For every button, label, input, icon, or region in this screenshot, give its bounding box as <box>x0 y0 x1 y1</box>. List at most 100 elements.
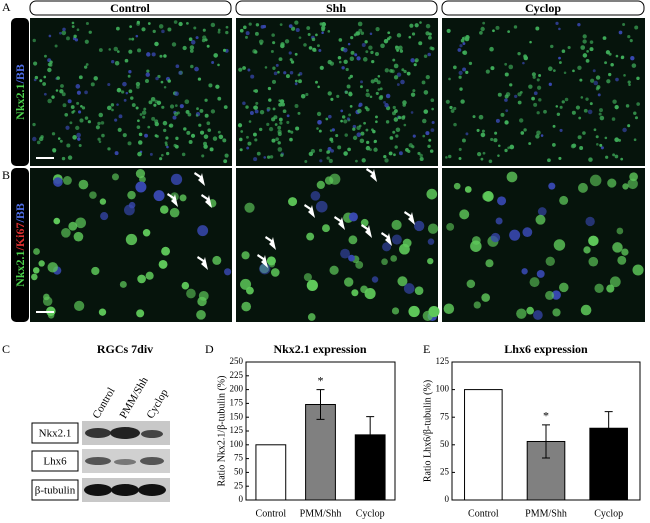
cell <box>258 39 264 45</box>
cell <box>61 156 66 161</box>
x-tick-label: Cyclop <box>356 508 385 519</box>
cell <box>90 82 95 87</box>
cell <box>402 100 407 105</box>
cell <box>175 64 180 69</box>
cell <box>352 135 358 141</box>
cell <box>290 60 295 64</box>
cell <box>555 105 559 108</box>
cell <box>373 139 377 143</box>
error-bar <box>542 424 550 459</box>
cell <box>51 95 55 99</box>
cell <box>448 77 451 81</box>
cell <box>329 137 334 142</box>
cell <box>579 78 583 82</box>
cell <box>116 50 120 53</box>
cell <box>537 207 547 216</box>
cell <box>533 310 543 320</box>
cell <box>32 122 36 127</box>
chart-title: Lhx6 expression <box>504 342 588 356</box>
cell <box>75 84 81 89</box>
cell <box>76 28 80 32</box>
cell <box>523 128 527 132</box>
cell <box>348 254 355 262</box>
cell <box>344 133 348 137</box>
cell <box>509 144 515 150</box>
cell <box>500 112 505 117</box>
cell <box>605 155 609 159</box>
cell <box>193 26 197 30</box>
cell <box>338 60 342 64</box>
cell <box>151 52 156 57</box>
cell <box>278 99 281 102</box>
cell <box>535 214 546 225</box>
cell <box>461 36 465 40</box>
cell <box>154 119 159 124</box>
cell <box>465 35 470 40</box>
cell <box>295 27 300 33</box>
cell <box>319 159 323 163</box>
cell <box>287 129 291 133</box>
cell <box>201 38 206 43</box>
cell <box>627 178 638 190</box>
cell <box>135 85 140 89</box>
cell <box>509 83 513 87</box>
cell <box>153 103 157 107</box>
column-header: Cyclop <box>525 1 561 15</box>
cell <box>384 68 389 73</box>
cell <box>47 67 52 73</box>
cell <box>453 65 457 70</box>
cell <box>125 233 138 246</box>
cell <box>294 104 299 108</box>
cell <box>81 106 86 110</box>
cell <box>627 80 631 84</box>
cell <box>217 30 221 34</box>
cell <box>66 143 71 148</box>
cell <box>106 105 112 111</box>
cell <box>135 181 147 193</box>
cell <box>308 151 314 157</box>
cell <box>249 111 254 115</box>
cell <box>144 133 148 138</box>
cell <box>204 38 208 42</box>
cell <box>100 212 109 221</box>
cell <box>577 65 582 70</box>
cell <box>114 151 119 156</box>
cell <box>617 255 627 265</box>
cell <box>316 127 319 130</box>
cell <box>68 221 78 231</box>
cell <box>343 59 348 64</box>
cell <box>536 78 540 82</box>
cell <box>166 145 169 149</box>
cell <box>78 143 82 148</box>
cell <box>497 154 500 157</box>
cell <box>54 44 58 48</box>
cell <box>95 125 100 130</box>
cell <box>215 84 220 89</box>
cell <box>137 119 140 123</box>
cell <box>615 77 619 82</box>
cell <box>154 41 159 47</box>
cell <box>615 54 619 58</box>
cell <box>254 109 259 114</box>
cell <box>266 122 270 126</box>
cell <box>294 20 299 25</box>
cell <box>395 45 398 49</box>
cell <box>267 86 272 91</box>
column-header-box <box>441 0 645 16</box>
cell <box>507 146 510 150</box>
cell <box>529 40 532 44</box>
cell <box>196 309 206 320</box>
cell <box>128 201 136 209</box>
cell <box>210 22 216 28</box>
cell <box>358 104 362 108</box>
cell <box>465 70 469 74</box>
cell <box>422 118 427 124</box>
cell <box>578 182 588 193</box>
cell <box>61 30 67 36</box>
cell <box>217 130 221 134</box>
cell <box>272 107 276 111</box>
cell <box>120 90 125 94</box>
row-label-part: /BB <box>13 203 27 223</box>
cell <box>165 136 169 140</box>
y-tick-label: 175 <box>230 397 244 407</box>
